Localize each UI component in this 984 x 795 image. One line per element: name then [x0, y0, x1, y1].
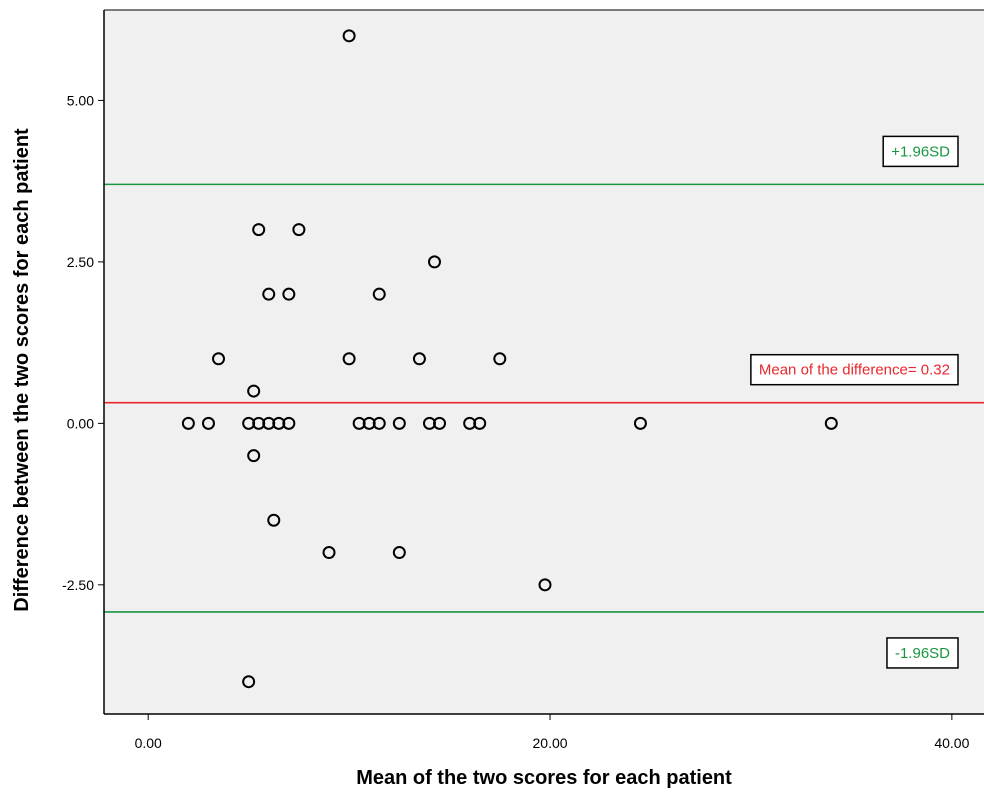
data-point [412, 352, 426, 366]
data-point [538, 578, 552, 592]
reference-label-box [886, 637, 959, 669]
data-point [433, 416, 447, 430]
data-point [212, 352, 226, 366]
reference-labels: +1.96SD Mean of the difference= 0.32 -1.96… [750, 135, 959, 669]
reference-label: Mean of the difference= 0.32 [759, 362, 950, 379]
data-point [252, 223, 266, 237]
x-axis-title: Mean of the two scores for each patient [356, 767, 732, 789]
data-point [372, 287, 386, 301]
data-point [372, 416, 386, 430]
reference-label: +1.96SD [891, 143, 950, 160]
data-point [292, 223, 306, 237]
y-tick-label: 0.00 [67, 415, 94, 431]
data-point [342, 352, 356, 366]
reference-label-box [750, 353, 959, 386]
data-point [392, 416, 406, 430]
data-point [633, 416, 647, 430]
data-point [262, 287, 276, 301]
x-axis-ticks: 0.00 20.00 40.00 [135, 714, 970, 751]
data-point [242, 675, 256, 689]
x-tick-label: 40.00 [934, 735, 969, 751]
data-point [282, 287, 296, 301]
data-point [247, 449, 261, 463]
data-points [181, 29, 838, 689]
data-point [282, 416, 296, 430]
data-point [181, 416, 195, 430]
y-tick-label: -2.50 [62, 577, 94, 593]
data-point [473, 416, 487, 430]
data-point [342, 29, 356, 43]
data-point [392, 546, 406, 560]
y-tick-label: 5.00 [67, 92, 94, 108]
data-point [267, 513, 281, 527]
data-point [493, 352, 507, 366]
reference-lines [104, 183, 984, 613]
reference-label-box [882, 135, 959, 168]
data-point [201, 416, 215, 430]
data-point [247, 384, 261, 398]
reference-label: -1.96SD [895, 645, 950, 662]
data-point [322, 546, 336, 560]
y-tick-label: 2.50 [67, 254, 94, 270]
data-point [824, 416, 838, 430]
data-point [428, 255, 442, 269]
y-axis-ticks: -2.50 0.00 2.50 5.00 [62, 92, 104, 593]
x-tick-label: 0.00 [135, 735, 162, 751]
x-tick-label: 20.00 [533, 735, 568, 751]
y-axis-title: Difference between the two scores for ea… [11, 128, 33, 612]
